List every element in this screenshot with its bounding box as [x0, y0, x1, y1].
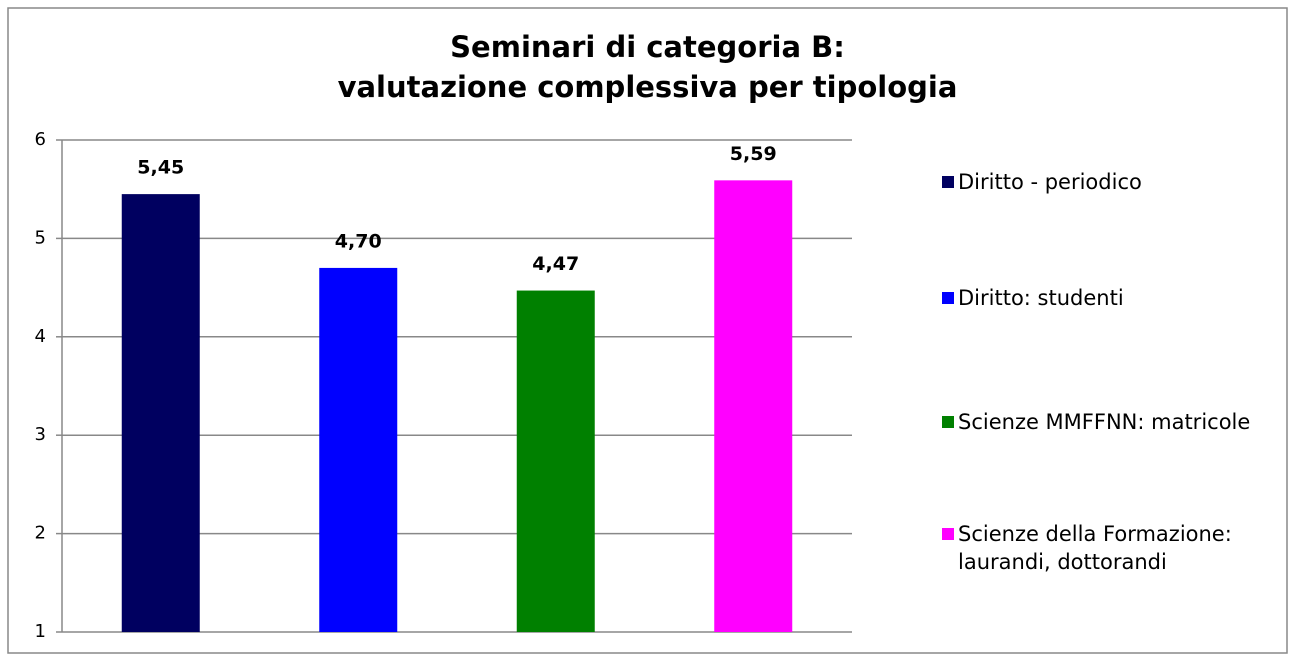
y-tick-label: 5 — [35, 227, 46, 248]
value-label: 5,59 — [730, 143, 777, 165]
chart-title: valutazione complessiva per tipologia — [337, 70, 958, 104]
legend-swatch — [942, 176, 954, 188]
value-label: 4,70 — [335, 230, 382, 252]
legend-item: Diritto: studenti — [940, 284, 1278, 312]
legend-label: Diritto: studenti — [958, 286, 1124, 310]
legend-item: Diritto - periodico — [940, 168, 1278, 196]
legend-label: Scienze della Formazione: laurandi, dott… — [958, 522, 1232, 574]
value-label: 4,47 — [532, 253, 579, 275]
y-tick-label: 3 — [35, 424, 46, 445]
bar — [319, 267, 398, 632]
value-label: 5,45 — [137, 157, 184, 179]
y-tick-label: 4 — [35, 326, 46, 347]
bar — [121, 194, 200, 632]
legend-item: Scienze della Formazione: laurandi, dott… — [940, 520, 1278, 576]
bar — [516, 290, 595, 632]
y-tick-label: 2 — [35, 523, 46, 544]
chart-border — [7, 7, 1288, 654]
legend-swatch — [942, 416, 954, 428]
legend-item: Scienze MMFFNN: matricole — [940, 408, 1278, 436]
legend-label: Diritto - periodico — [958, 170, 1142, 194]
y-tick-label: 6 — [35, 129, 46, 150]
chart-title: Seminari di categoria B: — [450, 30, 845, 64]
legend-swatch — [942, 528, 954, 540]
bar — [714, 180, 793, 632]
legend-label: Scienze MMFFNN: matricole — [958, 410, 1251, 434]
legend-swatch — [942, 292, 954, 304]
y-tick-label: 1 — [35, 621, 46, 642]
